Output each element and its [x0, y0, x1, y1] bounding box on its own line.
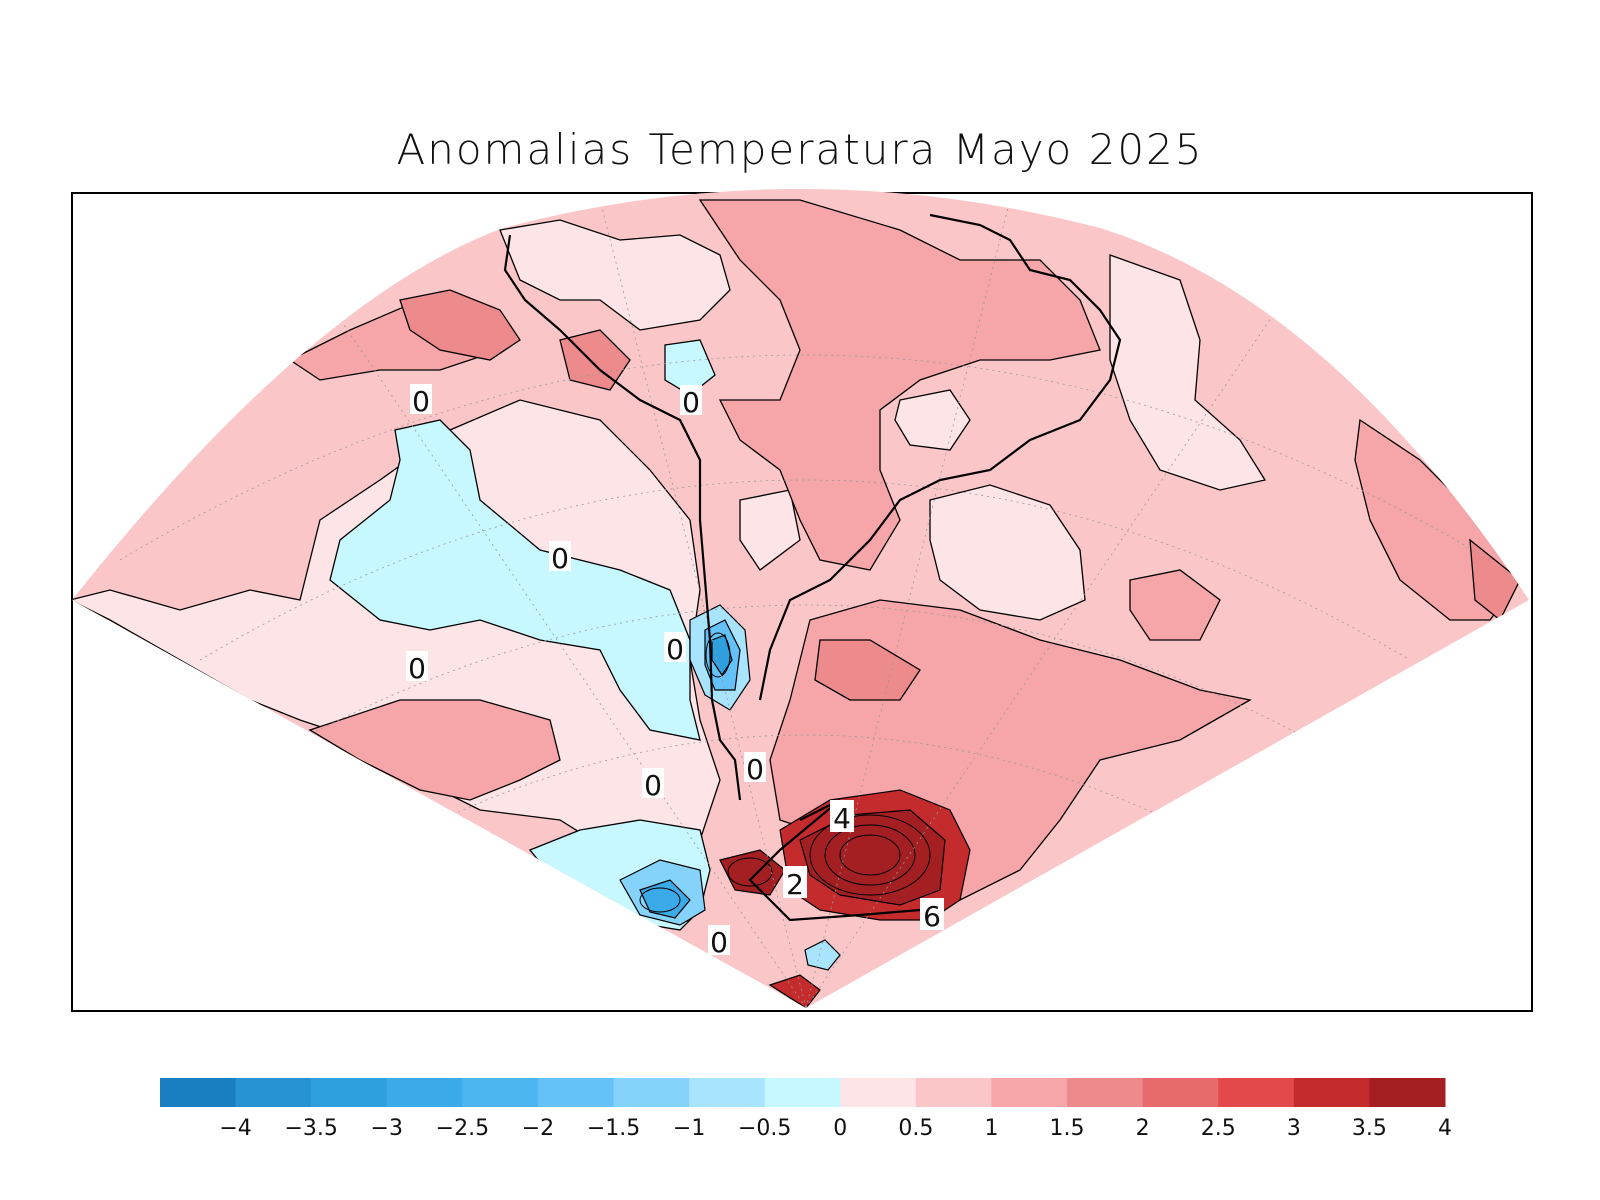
colorbar-segment	[1293, 1078, 1370, 1107]
colorbar-segment	[311, 1078, 388, 1107]
colorbar-segment	[235, 1078, 312, 1107]
colorbar: −4 −3.5 −3 −2.5 −2 −1.5 −1 −0.5 0 0.5 1 1.5 2 2.5 3 3.5…	[160, 1078, 1452, 1141]
colorbar-tick-label: 2	[1136, 1116, 1150, 1141]
field-region-cool-5	[639, 879, 691, 919]
colorbar-segment	[764, 1078, 841, 1107]
colorbar-segment	[991, 1078, 1068, 1107]
colorbar-segment	[1067, 1078, 1144, 1107]
colorbar-segment	[915, 1078, 992, 1107]
contour-label: 0	[549, 541, 571, 575]
contour-label: 0	[406, 651, 428, 685]
colorbar-tick-label: 0.5	[898, 1116, 933, 1141]
field-region-heat-2	[799, 809, 946, 906]
contour-label: 0	[410, 384, 432, 418]
field-region-warm-north	[698, 199, 1101, 571]
colorbar-tick-label: −4	[219, 1116, 251, 1141]
colorbar-segment	[1369, 1078, 1446, 1107]
colorbar-segment	[537, 1078, 615, 1107]
colorbar-segment	[160, 1078, 237, 1107]
colorbar-tick-label: 3.5	[1352, 1116, 1387, 1141]
colorbar-tick-label: −1.5	[587, 1116, 640, 1141]
field-region-warm-sw	[308, 699, 561, 801]
field-region-hot-nw	[399, 289, 521, 361]
colorbar-tick-label: −1	[673, 1116, 705, 1141]
contour-label: 4	[830, 800, 854, 835]
grid-lines	[119, 199, 1491, 1008]
contour-label: 2	[783, 866, 807, 901]
svg-text:0: 0	[551, 542, 569, 575]
svg-text:6: 6	[923, 900, 941, 933]
field-region-cool-6	[804, 939, 841, 971]
colorbar-tick-label: 4	[1438, 1116, 1452, 1141]
svg-text:2: 2	[786, 868, 804, 901]
colorbar-tick-label: 3	[1287, 1116, 1301, 1141]
svg-text:0: 0	[644, 769, 662, 802]
svg-text:0: 0	[666, 633, 684, 666]
field-region-hot-north	[559, 329, 631, 391]
field-region-pale-center	[894, 389, 971, 451]
field-region-warm-blob	[1129, 569, 1221, 641]
svg-text:0: 0	[746, 753, 764, 786]
colorbar-tick-label: −3	[371, 1116, 403, 1141]
field-region-pale-east2	[929, 484, 1086, 621]
field-region-pale-east1	[1109, 254, 1267, 491]
colorbar-tick-label: −2	[522, 1116, 554, 1141]
field-region-pale-small	[739, 489, 801, 571]
field-region-cool-3	[711, 634, 733, 677]
colorbar-segment	[386, 1078, 463, 1107]
colorbar-segment	[840, 1078, 917, 1107]
colorbar-segment	[613, 1078, 690, 1107]
svg-text:0: 0	[408, 652, 426, 685]
contour-label: 0	[708, 925, 730, 959]
colorbar-tick-label: 2.5	[1201, 1116, 1236, 1141]
field-region-cool-north	[664, 339, 716, 396]
contour-label: 0	[642, 768, 664, 802]
svg-text:0: 0	[412, 385, 430, 418]
colorbar-segment	[462, 1078, 539, 1107]
colorbar-tick-label: 1	[984, 1116, 998, 1141]
colorbar-tick-label: 1.5	[1050, 1116, 1085, 1141]
field-region-pale-north	[499, 219, 731, 331]
colorbar-tick-label: 0	[833, 1116, 847, 1141]
contour-label: 6	[920, 898, 944, 933]
colorbar-segment	[1142, 1078, 1219, 1107]
map-title: Anomalias Temperatura Mayo 2025	[396, 125, 1204, 174]
svg-text:0: 0	[710, 926, 728, 959]
contour-label: 0	[664, 632, 686, 666]
field-region-cool-west	[329, 419, 701, 741]
contour-label: 0	[706, 926, 728, 959]
contour-label-group: 0 0 0 0 0 0 0	[406, 384, 944, 959]
colorbar-tick-label: −3.5	[284, 1116, 337, 1141]
svg-text:4: 4	[833, 802, 851, 835]
contour-label: 0	[680, 385, 702, 419]
colorbar-segment	[689, 1078, 766, 1107]
colorbar-segment	[1218, 1078, 1295, 1107]
field-region-hot-mid	[814, 639, 921, 701]
svg-text:0: 0	[682, 386, 700, 419]
colorbar-tick-label: −2.5	[436, 1116, 489, 1141]
contour-label: 0	[744, 752, 766, 786]
colorbar-tick-label: −0.5	[738, 1116, 791, 1141]
contour-rings	[639, 632, 931, 913]
